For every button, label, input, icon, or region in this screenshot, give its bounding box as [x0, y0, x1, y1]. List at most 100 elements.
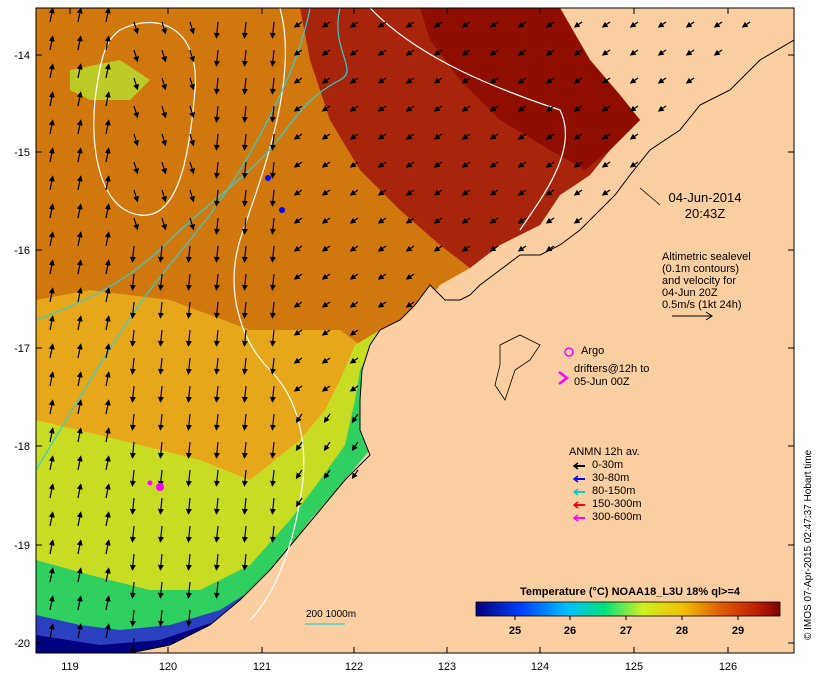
velocity-arrow: [76, 595, 83, 611]
velocity-arrow: [133, 21, 139, 35]
velocity-arrow: [241, 189, 248, 207]
velocity-arrow: [129, 553, 136, 571]
velocity-arrow: [48, 147, 55, 163]
velocity-arrow: [657, 49, 667, 56]
velocity-arrow: [241, 525, 248, 543]
velocity-arrow: [269, 301, 276, 319]
velocity-arrow: [104, 203, 111, 219]
velocity-arrow: [489, 245, 499, 252]
velocity-arrow: [76, 371, 83, 387]
velocity-arrow: [269, 21, 276, 39]
velocity-arrow: [213, 553, 220, 571]
velocity-arrow: [433, 189, 443, 196]
velocity-arrow: [601, 77, 611, 84]
velocity-arrow: [405, 217, 415, 224]
velocity-arrow: [76, 315, 83, 331]
velocity-arrow: [76, 511, 83, 527]
mooring-blue-1: [265, 175, 271, 181]
velocity-arrow: [405, 21, 415, 28]
velocity-arrow: [293, 133, 303, 140]
velocity-arrow: [48, 119, 55, 135]
velocity-arrow: [104, 399, 111, 415]
velocity-arrow: [48, 343, 55, 359]
velocity-arrow: [76, 427, 83, 443]
velocity-arrow: [657, 77, 667, 84]
velocity-arrow: [133, 161, 139, 175]
depth-contour-200: [36, 8, 348, 321]
colorbar-tick-label: 25: [509, 625, 521, 637]
mooring-magenta-2: [147, 480, 153, 486]
velocity-arrow: [189, 49, 195, 63]
velocity-arrow: [104, 343, 111, 359]
velocity-arrow: [295, 497, 303, 508]
velocity-arrow: [157, 469, 164, 487]
velocity-arrow: [157, 553, 164, 571]
velocity-arrow: [269, 245, 276, 263]
colorbar-tick-label: 28: [676, 625, 688, 637]
velocity-arrow: [351, 469, 359, 480]
velocity-arrow: [321, 21, 331, 28]
drifters-line-2: 05-Jun 00Z: [574, 376, 630, 388]
peninsula: [494, 334, 541, 401]
altimetry-note: Altimetric sealevel (0.1m contours) and …: [662, 251, 751, 311]
velocity-arrow: [293, 21, 303, 28]
velocity-arrow: [293, 273, 303, 280]
velocity-arrow: [129, 469, 136, 487]
velocity-arrow: [293, 301, 303, 308]
velocity-arrow: [161, 77, 167, 91]
velocity-arrow: [76, 119, 83, 135]
velocity-arrow: [601, 49, 611, 56]
velocity-arrow: [241, 49, 248, 67]
velocity-arrow: [377, 21, 387, 28]
velocity-arrow: [157, 385, 164, 403]
y-tick-label: -20: [14, 638, 30, 650]
velocity-arrow: [76, 539, 83, 555]
velocity-arrow: [573, 77, 583, 84]
velocity-arrow: [185, 357, 192, 375]
velocity-arrow: [657, 21, 667, 28]
velocity-arrow: [185, 609, 192, 627]
velocity-arrow: [104, 595, 111, 611]
velocity-arrow: [185, 245, 192, 263]
velocity-arrow: [433, 49, 443, 56]
velocity-arrow: [48, 483, 55, 499]
velocity-arrow: [349, 105, 359, 112]
velocity-arrow: [189, 21, 195, 35]
velocity-arrow: [129, 245, 136, 263]
velocity-arrow: [405, 189, 415, 196]
velocity-arrow: [293, 77, 303, 84]
velocity-arrow: [295, 441, 303, 452]
velocity-arrow: [104, 35, 111, 51]
velocity-arrows: [48, 8, 751, 653]
velocity-arrow: [349, 21, 359, 28]
depth-contour-1000: [36, 8, 311, 471]
velocity-arrow: [213, 49, 220, 67]
velocity-arrow: [104, 567, 111, 583]
anmn-title: ANMN 12h av.: [569, 446, 640, 458]
y-tick-label: -17: [14, 343, 30, 355]
velocity-arrow: [185, 525, 192, 543]
ssh-contour-loop: [93, 21, 196, 216]
argo-symbol: [564, 347, 574, 357]
velocity-arrow: [321, 217, 331, 224]
velocity-arrow: [517, 245, 527, 252]
velocity-arrow: [213, 77, 220, 95]
velocity-arrow: [489, 77, 499, 84]
velocity-arrow: [241, 105, 248, 123]
plot-frame: [35, 7, 795, 654]
velocity-arrow: [489, 189, 499, 196]
velocity-arrow: [48, 8, 55, 23]
velocity-arrow: [321, 245, 331, 252]
velocity-arrow: [48, 35, 55, 51]
ocean-cool-band: [36, 330, 380, 653]
velocity-arrow: [157, 273, 164, 291]
velocity-arrow: [161, 133, 167, 147]
altimetry-line-5: 0.5m/s (1kt 24h): [662, 299, 742, 311]
velocity-arrow: [157, 357, 164, 375]
velocity-arrow: [76, 287, 83, 303]
velocity-arrow: [104, 259, 111, 275]
velocity-arrow: [133, 49, 139, 63]
velocity-arrow: [213, 21, 220, 39]
velocity-arrow: [161, 105, 167, 119]
velocity-arrow: [104, 455, 111, 471]
